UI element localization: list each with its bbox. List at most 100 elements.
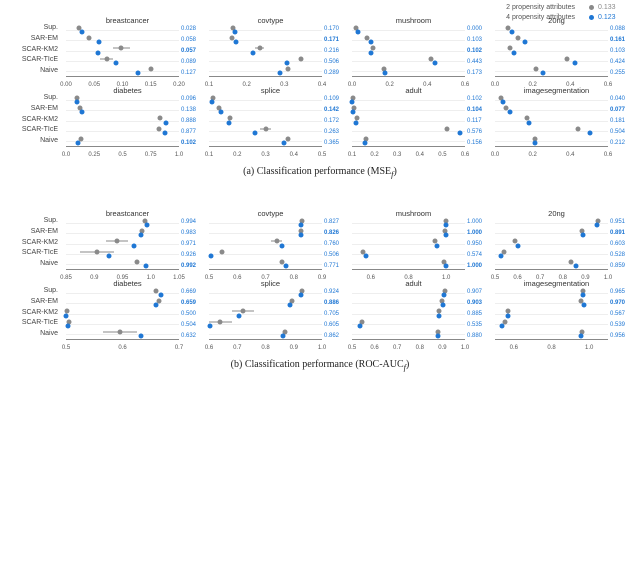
panel-title: imagesegmentation <box>495 86 618 95</box>
method-label: SAR-EM <box>8 228 58 237</box>
row-value: 0.102 <box>467 96 489 102</box>
value-column: 1.0001.0000.9500.5741.000 <box>467 218 489 270</box>
row-value: 0.880 <box>467 333 489 339</box>
data-point <box>156 126 161 131</box>
x-tick: 0.6 <box>370 345 378 351</box>
plot-area <box>66 25 179 77</box>
data-point <box>299 233 304 238</box>
plot-area <box>352 288 465 340</box>
row-value: 0.970 <box>610 300 632 306</box>
data-point <box>433 60 438 65</box>
x-tick: 0.5 <box>118 152 126 158</box>
row-value: 0.028 <box>181 26 203 32</box>
chart-panel: adult0.1020.1040.1170.5760.1560.10.20.30… <box>352 88 489 158</box>
data-point <box>74 100 79 105</box>
chart-panel: adult0.9070.9030.8850.5350.8800.50.60.70… <box>352 281 489 351</box>
data-point <box>441 303 446 308</box>
row-value: 0.535 <box>467 322 489 328</box>
row-value: 0.827 <box>324 219 346 225</box>
data-point <box>281 333 286 338</box>
data-point <box>575 126 580 131</box>
value-column: 0.9070.9030.8850.5350.880 <box>467 288 489 340</box>
x-tick: 0.6 <box>461 152 469 158</box>
data-point <box>218 319 223 324</box>
method-label: Sup. <box>8 94 58 103</box>
x-tick: 0.9 <box>290 345 298 351</box>
data-point <box>280 243 285 248</box>
row-value: 0.632 <box>181 333 203 339</box>
data-point <box>362 140 367 145</box>
data-point <box>75 140 80 145</box>
data-point <box>444 263 449 268</box>
plot-area <box>495 288 608 340</box>
row-value: 0.104 <box>467 107 489 113</box>
data-point <box>580 293 585 298</box>
data-point <box>527 120 532 125</box>
x-tick: 0.4 <box>290 152 298 158</box>
chart-panel: 20ng0.9510.8910.6030.5280.8590.50.60.70.… <box>495 211 632 281</box>
row-value: 0.117 <box>467 118 489 124</box>
plot-area <box>495 218 608 270</box>
row-value: 0.212 <box>610 140 632 146</box>
method-labels: Sup.SAR-EMSCAR-KM2SCAR-TIcENaive <box>8 281 60 351</box>
row-value: 0.170 <box>324 26 346 32</box>
panel-row: Sup.SAR-EMSCAR-KM2SCAR-TIcENaivebreastca… <box>8 211 632 281</box>
data-point <box>96 50 101 55</box>
plot-area <box>209 218 322 270</box>
x-tick: 0.5 <box>348 345 356 351</box>
data-point <box>505 313 510 318</box>
data-point <box>208 253 213 258</box>
panel-title: breastcancer <box>66 209 189 218</box>
chart-panel: breastcancer0.0280.0580.0570.0890.1270.0… <box>66 18 203 88</box>
row-value: 0.424 <box>610 59 632 65</box>
x-tick: 0.7 <box>175 345 183 351</box>
row-value: 0.886 <box>324 300 346 306</box>
row-value: 0.504 <box>610 129 632 135</box>
section-caption: (a) Classification performance (MSEf) <box>8 166 632 179</box>
x-tick: 0.6 <box>118 345 126 351</box>
data-point <box>516 243 521 248</box>
panel-title: adult <box>352 279 475 288</box>
method-label: SCAR-TIcE <box>8 319 58 328</box>
row-value: 0.103 <box>610 48 632 54</box>
data-point <box>353 120 358 125</box>
data-point <box>281 140 286 145</box>
data-point <box>441 293 446 298</box>
chart-panel: imagesegmentation0.0400.0770.1810.5040.2… <box>495 88 632 158</box>
x-tick: 0.4 <box>416 152 424 158</box>
x-tick: 1.0 <box>461 345 469 351</box>
data-point <box>227 120 232 125</box>
method-label: SCAR-KM2 <box>8 309 58 318</box>
data-point <box>500 323 505 328</box>
data-point <box>208 323 213 328</box>
method-label: SCAR-TIcE <box>8 126 58 135</box>
data-point <box>457 130 462 135</box>
panel-title: covtype <box>209 16 332 25</box>
value-column: 0.0880.1610.1030.4240.255 <box>610 25 632 77</box>
row-value: 0.885 <box>467 311 489 317</box>
data-point <box>299 56 304 61</box>
row-value: 0.058 <box>181 37 203 43</box>
data-point <box>139 233 144 238</box>
row-value: 0.859 <box>610 263 632 269</box>
method-label: Naive <box>8 137 58 146</box>
method-label: SCAR-KM2 <box>8 239 58 248</box>
panel-title: 20ng <box>495 209 618 218</box>
data-point <box>79 110 84 115</box>
row-value: 0.216 <box>324 48 346 54</box>
panel-title: imagesegmentation <box>495 279 618 288</box>
row-value: 0.951 <box>610 219 632 225</box>
data-point <box>240 309 245 314</box>
row-value: 0.659 <box>181 300 203 306</box>
data-point <box>350 110 355 115</box>
data-point <box>500 100 505 105</box>
row-value: 0.000 <box>467 26 489 32</box>
data-point <box>574 263 579 268</box>
row-value: 0.877 <box>181 129 203 135</box>
row-value: 0.992 <box>181 263 203 269</box>
method-label: Naive <box>8 330 58 339</box>
data-point <box>355 30 360 35</box>
plot-area <box>66 218 179 270</box>
plot-area <box>495 25 608 77</box>
row-value: 0.576 <box>467 129 489 135</box>
